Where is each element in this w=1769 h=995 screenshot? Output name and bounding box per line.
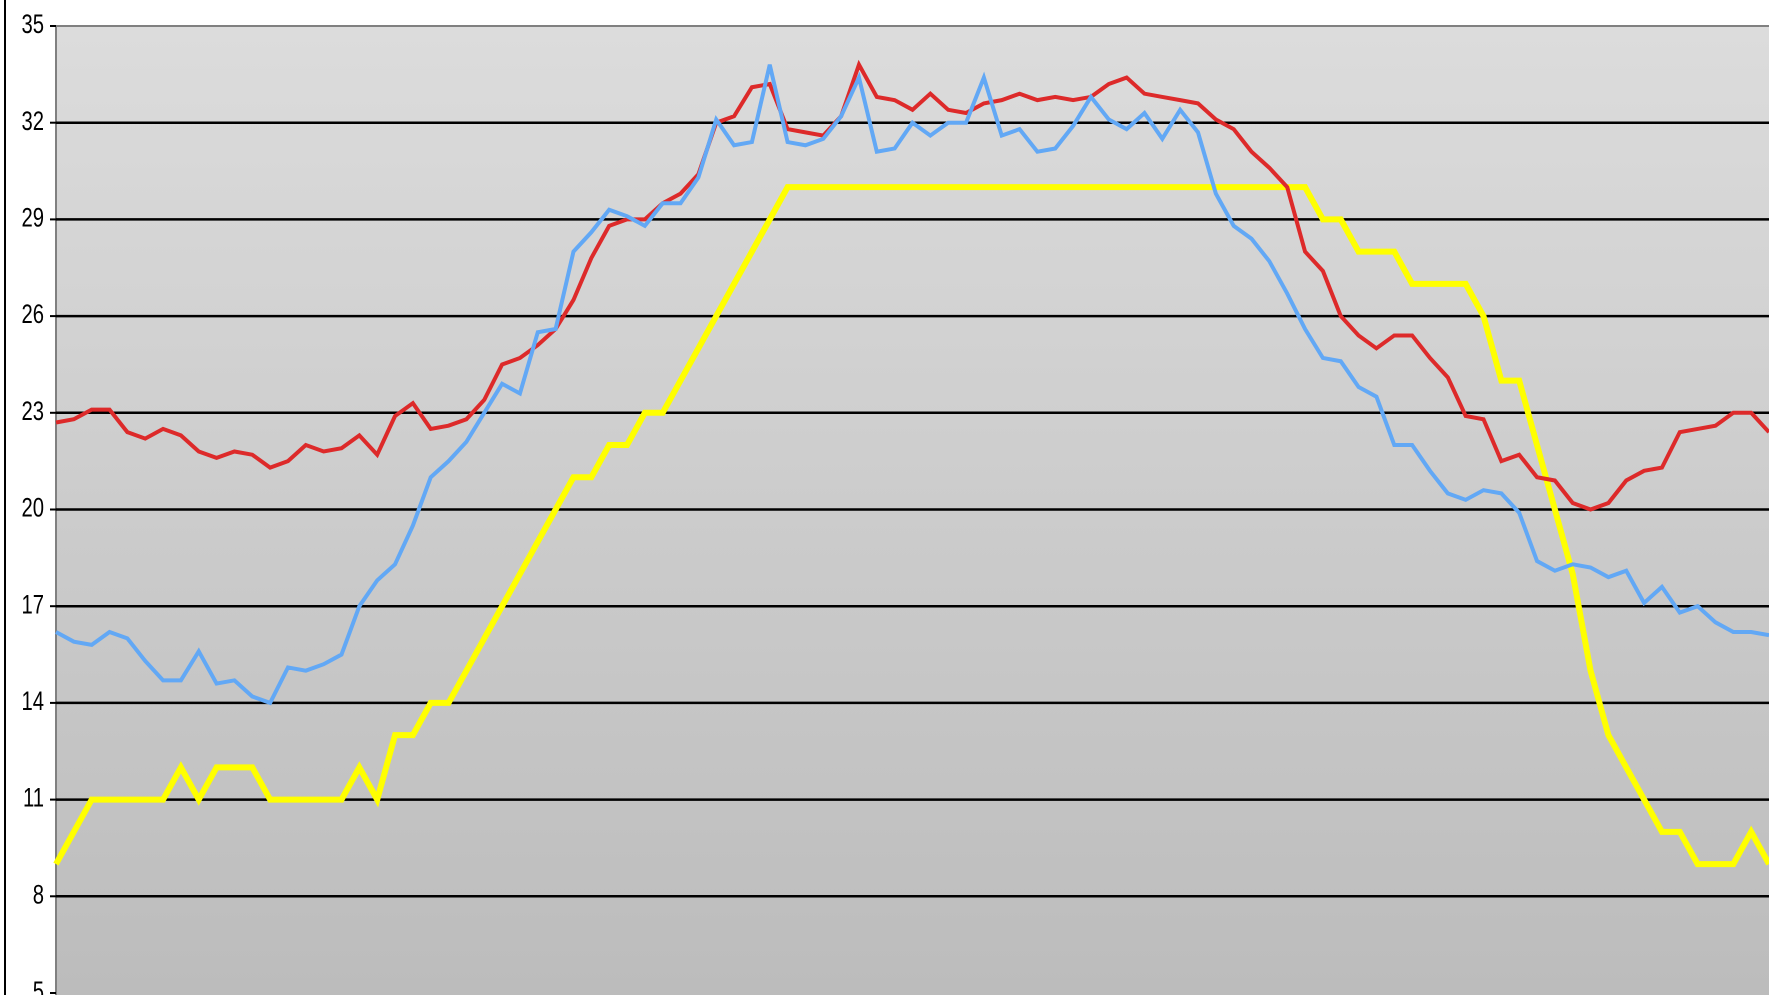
data-line bbox=[55, 59, 1769, 512]
y-tick-label: 32 bbox=[21, 106, 44, 137]
y-tick-label: 20 bbox=[21, 493, 44, 524]
y-tick-label: 5 bbox=[33, 976, 44, 995]
y-tick-label: 26 bbox=[21, 299, 44, 330]
y-tick-label: 8 bbox=[33, 880, 44, 911]
y-tick-label: 11 bbox=[23, 783, 44, 814]
data-line bbox=[53, 184, 1769, 868]
y-tick-label: 35 bbox=[21, 9, 44, 40]
y-tick-label: 23 bbox=[21, 396, 44, 427]
data-line bbox=[55, 64, 1769, 706]
y-tick-label: 29 bbox=[21, 203, 44, 234]
y-tick-label: 14 bbox=[21, 686, 44, 717]
y-tick-label: 17 bbox=[21, 590, 44, 621]
